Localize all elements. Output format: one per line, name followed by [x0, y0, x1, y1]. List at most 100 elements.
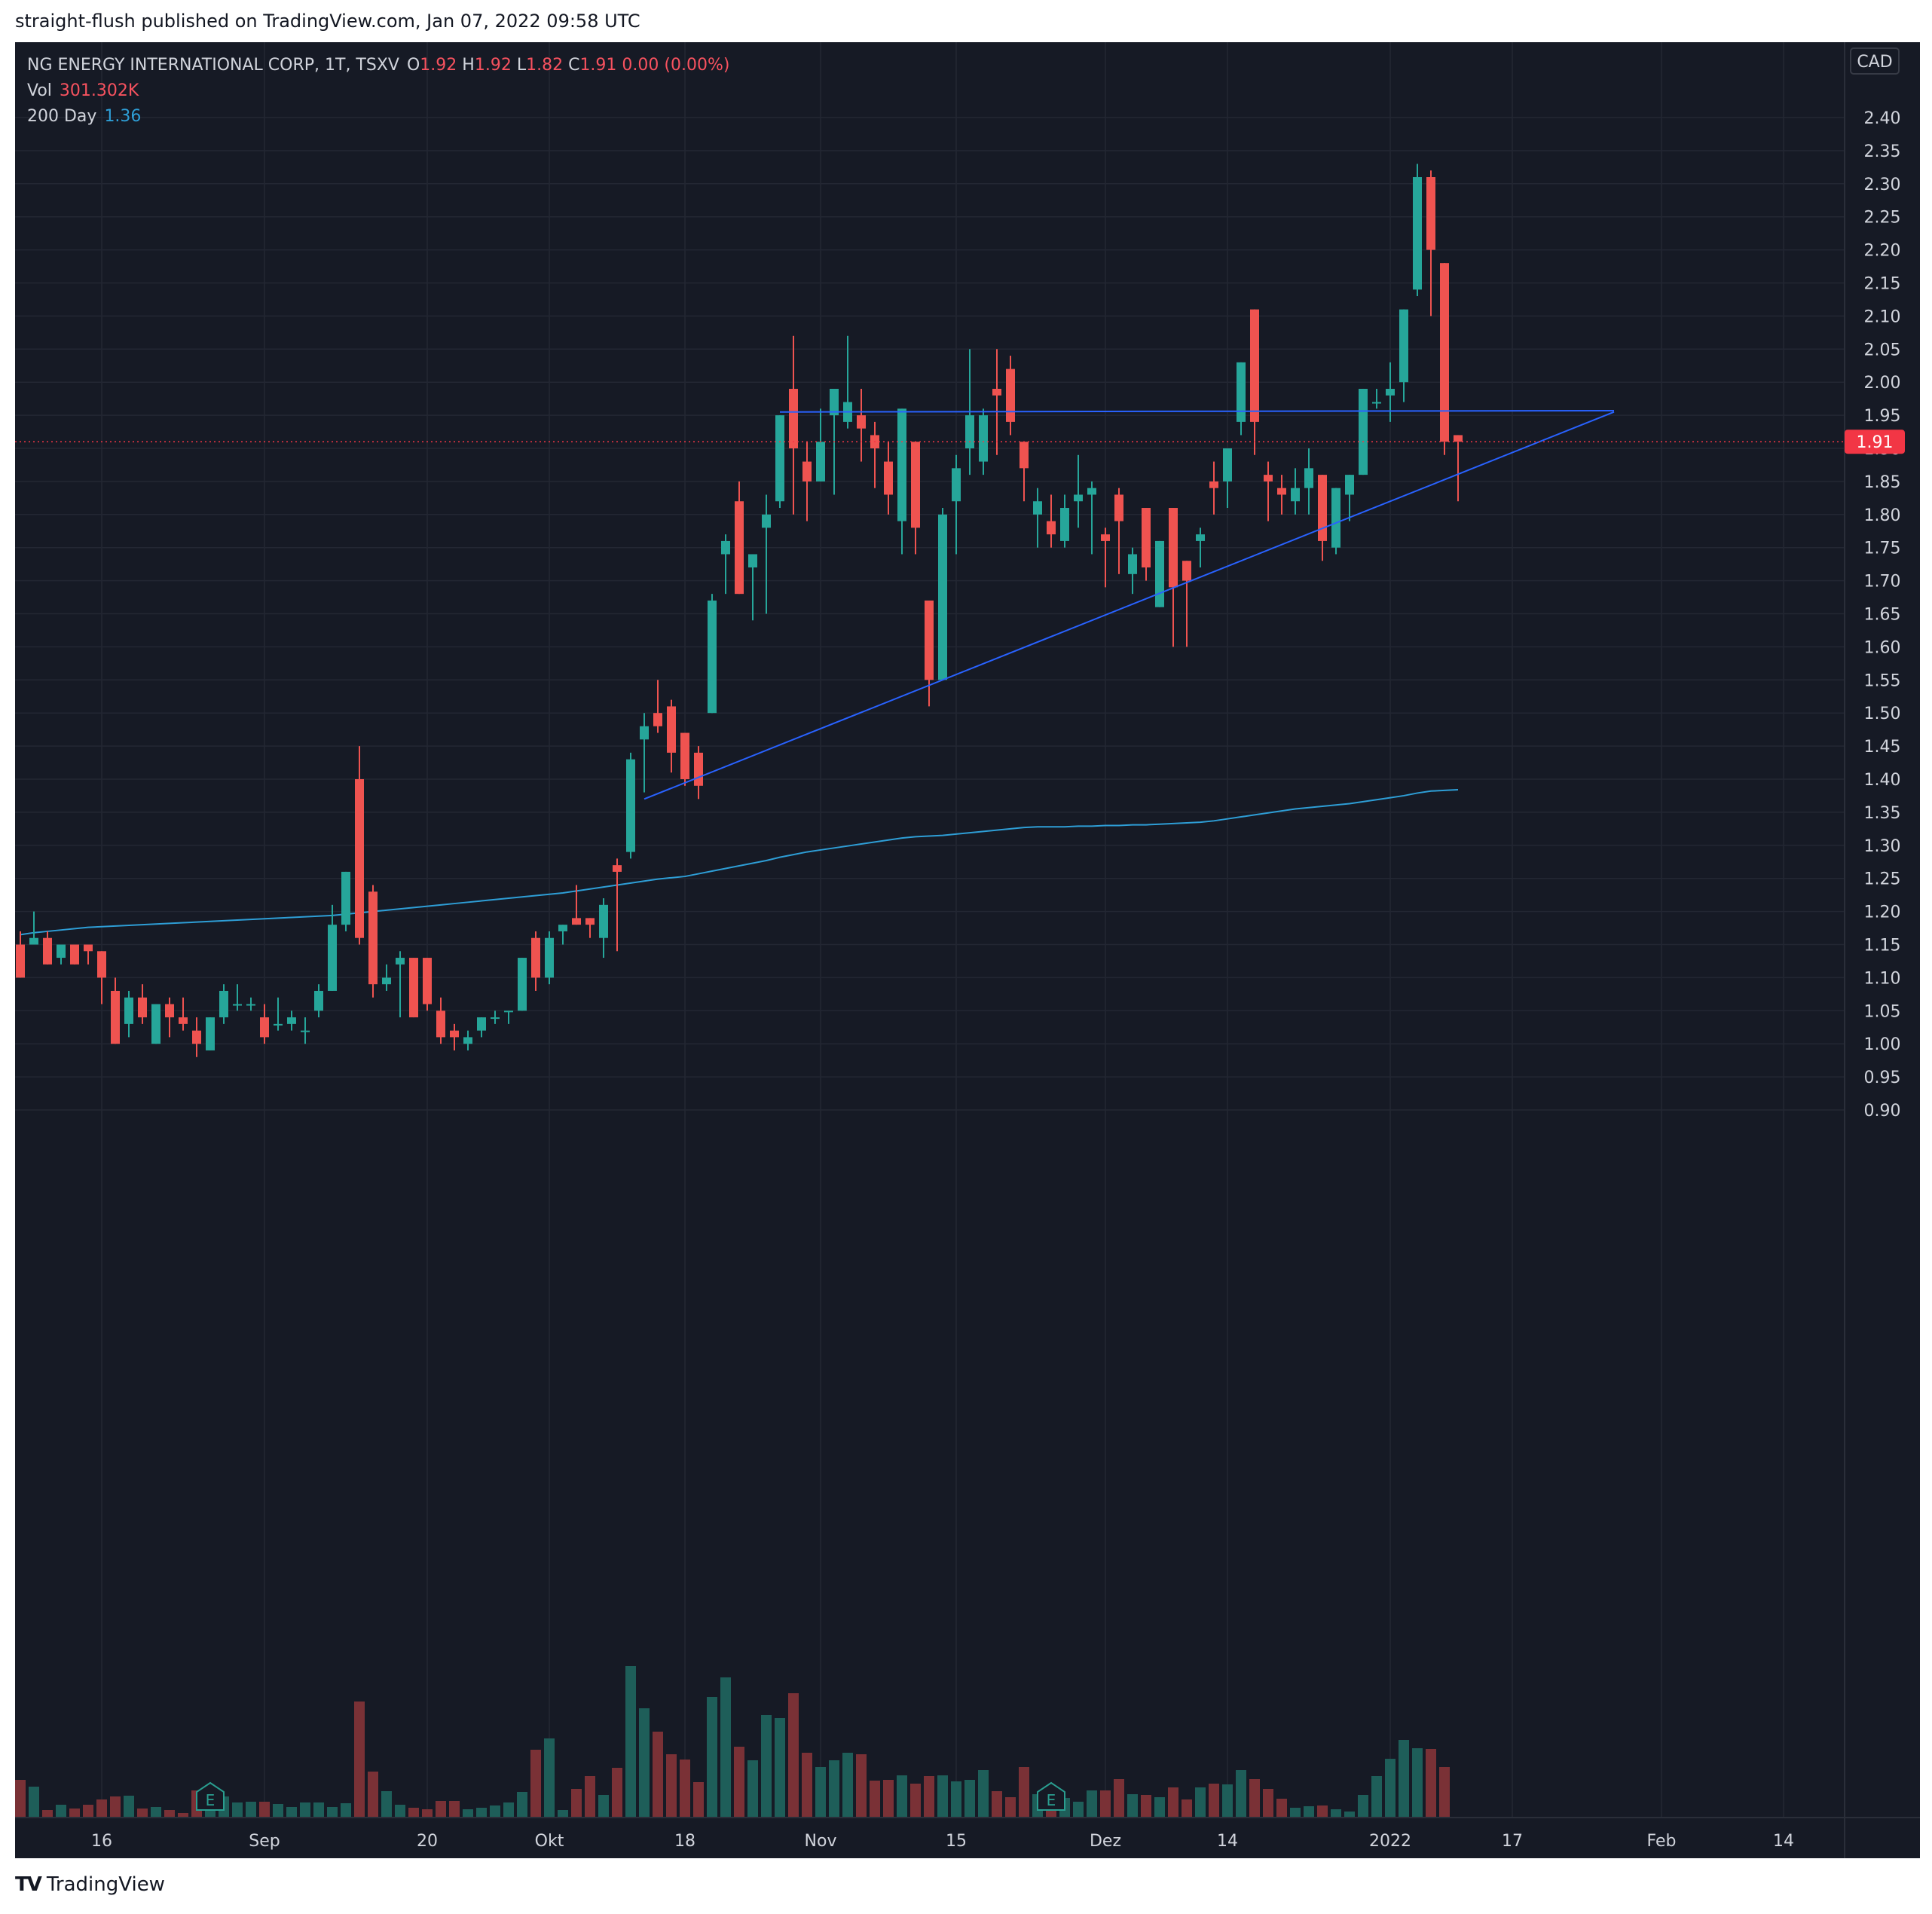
candle-body — [423, 958, 432, 1004]
candle-body — [463, 1037, 472, 1044]
candle-body — [1128, 554, 1137, 574]
candle-body — [260, 1017, 269, 1038]
volume-bar — [1344, 1812, 1355, 1818]
volume-bar — [951, 1781, 961, 1818]
volume-bar — [598, 1795, 609, 1818]
volume-bar — [802, 1753, 812, 1818]
candle-body — [29, 937, 38, 945]
earnings-marker-label: E — [1047, 1791, 1056, 1809]
volume-bar — [327, 1807, 338, 1818]
y-tick-label: 0.90 — [1864, 1102, 1901, 1121]
volume-bar — [964, 1780, 975, 1818]
volume-bar — [720, 1677, 731, 1818]
legend-ma-row: 200 Day 1.36 — [27, 104, 729, 130]
y-tick-label: 1.30 — [1864, 837, 1901, 856]
candle-body — [992, 388, 1001, 396]
legend-change: 0.00 (0.00%) — [622, 56, 730, 75]
volume-bar — [1005, 1797, 1016, 1818]
x-tick-label: Nov — [805, 1832, 837, 1851]
volume-bar — [829, 1760, 839, 1818]
candle-body — [1074, 494, 1083, 502]
candle-body — [1101, 534, 1110, 541]
volume-bar — [1304, 1806, 1314, 1818]
candle-body — [1169, 508, 1178, 588]
candle-body — [1372, 402, 1381, 404]
volume-bar — [1168, 1787, 1178, 1818]
y-tick-label: 2.30 — [1864, 176, 1901, 194]
volume-bar — [449, 1801, 460, 1818]
candle-body — [16, 944, 25, 978]
legend-symbol-row: NG ENERGY INTERNATIONAL CORP, 1T, TSXV O… — [27, 53, 729, 78]
candle-body — [287, 1017, 296, 1024]
candle-body — [1047, 521, 1056, 535]
candle-body — [1413, 177, 1422, 290]
candle-body — [748, 554, 757, 568]
legend-symbol: NG ENERGY INTERNATIONAL CORP, 1T, TSXV — [27, 56, 399, 75]
candle-body — [585, 918, 595, 925]
candle-body — [179, 1017, 188, 1024]
candle-body — [70, 944, 79, 965]
candle-body — [97, 951, 106, 978]
candle-body — [1264, 475, 1273, 482]
candle-body — [111, 990, 120, 1044]
volume-bar — [1331, 1809, 1341, 1818]
volume-bar — [775, 1718, 785, 1818]
candle-body — [192, 1030, 201, 1044]
x-tick-label: Feb — [1647, 1832, 1677, 1851]
volume-bar — [1100, 1790, 1111, 1818]
trendline — [643, 411, 1615, 800]
candle-body — [599, 904, 608, 938]
volume-bar — [422, 1809, 433, 1818]
volume-bar — [178, 1813, 188, 1818]
volume-bar — [625, 1666, 636, 1818]
volume-bar — [978, 1770, 989, 1818]
volume-bar — [937, 1775, 948, 1818]
volume-bar — [1399, 1740, 1409, 1818]
volume-bar — [910, 1784, 921, 1818]
candle-body — [518, 958, 527, 1011]
candle-body — [1454, 435, 1463, 442]
volume-bar — [341, 1803, 351, 1818]
candle-body — [341, 871, 350, 925]
volume-bar — [1358, 1795, 1368, 1818]
volume-bar — [815, 1767, 826, 1818]
volume-bar — [1141, 1795, 1151, 1818]
candle-body — [450, 1030, 459, 1038]
chart-area[interactable]: 0.90 0.95 1.00 1.05 1.10 1.15 1.20 1.25 1.30 1.35… — [15, 42, 1920, 1858]
volume-bar — [1263, 1789, 1273, 1818]
price-chart[interactable]: 0.90 0.95 1.00 1.05 1.10 1.15 1.20 1.25 1.30 1.35… — [15, 42, 1920, 1858]
volume-bar — [1426, 1749, 1436, 1818]
volume-bar — [1276, 1799, 1287, 1818]
candle-body — [301, 1030, 310, 1032]
legend-open-label: O — [406, 56, 420, 75]
candle-body — [409, 958, 418, 1018]
volume-bar — [232, 1802, 243, 1818]
legend-vol-value: 301.302K — [59, 81, 139, 100]
y-tick-label: 1.50 — [1864, 705, 1901, 723]
candle-body — [545, 937, 554, 978]
grid — [15, 42, 1845, 1818]
tradingview-logo[interactable]: TV TradingView — [15, 1873, 165, 1896]
candle-body — [1196, 534, 1205, 541]
candle-body — [1237, 362, 1246, 422]
tradingview-logo-icon: TV — [15, 1873, 42, 1896]
candle-body — [328, 925, 337, 991]
volume-bar — [897, 1775, 907, 1818]
candle-body — [572, 918, 581, 925]
legend-low-label: L — [516, 56, 527, 75]
publish-info: straight-flush published on TradingView.… — [15, 11, 640, 32]
y-tick-label: 1.20 — [1864, 903, 1901, 922]
ma200-line — [20, 789, 1459, 936]
candle-body — [151, 1004, 160, 1044]
candle-body — [274, 1023, 283, 1026]
volume-bar — [408, 1808, 419, 1818]
candle-body — [640, 726, 649, 740]
volume-bar — [707, 1697, 717, 1818]
candle-body — [667, 706, 676, 753]
candle-body — [884, 461, 893, 495]
candle-body — [1060, 508, 1069, 541]
candle-body — [1359, 388, 1368, 475]
volume-bar — [69, 1809, 80, 1818]
volume-bar — [273, 1804, 283, 1818]
volume-bar — [246, 1802, 256, 1818]
